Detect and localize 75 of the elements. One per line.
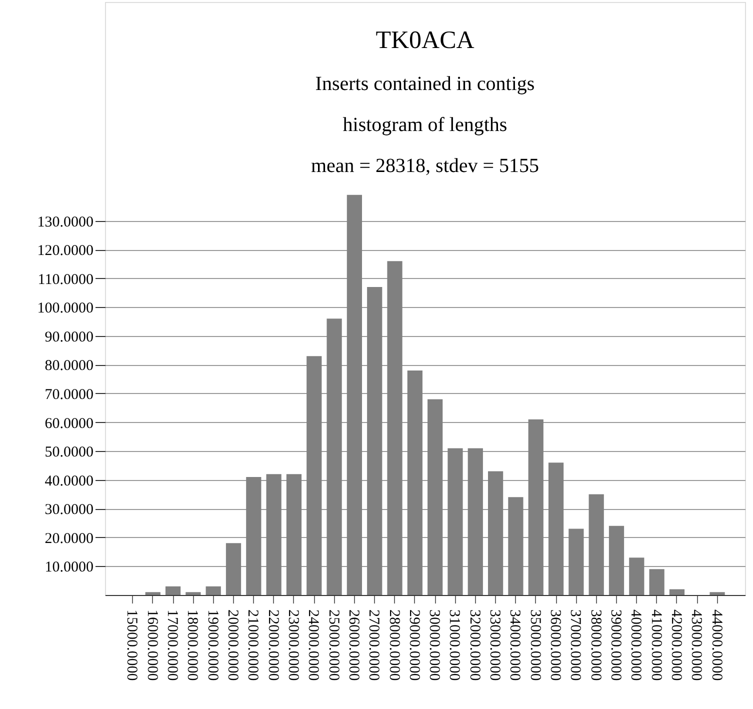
- x-tick-label: 30000.0000: [426, 610, 442, 681]
- bar: [448, 448, 463, 595]
- bar: [367, 286, 382, 595]
- bar: [528, 419, 544, 595]
- x-tick-label: 38000.0000: [587, 610, 604, 681]
- bar: [568, 528, 584, 595]
- x-tick-label: 28000.0000: [386, 610, 402, 681]
- x-tick-label: 35000.0000: [526, 610, 543, 681]
- x-tick-label: 39000.0000: [607, 610, 624, 681]
- bar: [145, 592, 160, 595]
- bar: [407, 370, 422, 595]
- x-tick-label: 43000.0000: [688, 610, 704, 681]
- annotation: histogram of lengths: [342, 114, 508, 136]
- x-tick-label: 27000.0000: [366, 610, 382, 681]
- x-tick-label: 26000.0000: [345, 610, 362, 681]
- x-tick-label: 25000.0000: [325, 610, 342, 681]
- bar: [669, 589, 685, 595]
- x-tick-label: 22000.0000: [264, 610, 281, 681]
- text: TK0ACA: [376, 27, 474, 54]
- x-tick-label: 41000.0000: [648, 610, 664, 681]
- bar: [488, 471, 504, 595]
- x-tick-label: 16000.0000: [144, 610, 160, 681]
- x-tick-label: 20000.0000: [224, 610, 241, 681]
- y-tick-label: 130.0000: [37, 214, 94, 230]
- y-tick-label: 100.0000: [37, 300, 94, 317]
- bar: [286, 474, 302, 595]
- bar: [588, 494, 604, 595]
- x-tick-label: 24000.0000: [305, 610, 322, 681]
- bar: [608, 526, 624, 595]
- y-tick-label: 40.0000: [44, 473, 94, 490]
- y-tick-label: 50.0000: [44, 444, 94, 461]
- bar: [326, 318, 342, 595]
- bar: [548, 462, 564, 595]
- x-tick-label: 33000.0000: [486, 610, 503, 681]
- x-tick-label: 31000.0000: [446, 610, 462, 681]
- text: Inserts contained in contigs: [315, 73, 535, 95]
- x-tick-label: 32000.0000: [466, 610, 482, 681]
- x-tick-label: 42000.0000: [668, 610, 684, 681]
- y-tick-label: 10.0000: [44, 560, 94, 576]
- x-tick-label: 44000.0000: [708, 610, 724, 681]
- bar: [428, 399, 443, 595]
- x-tick-label: 34000.0000: [506, 610, 523, 681]
- x-tick-label: 29000.0000: [406, 610, 422, 681]
- y-tick-label: 80.0000: [44, 358, 94, 374]
- x-tick-label: 19000.0000: [204, 610, 220, 681]
- bar: [649, 569, 664, 595]
- x-tick-label: 36000.0000: [547, 610, 564, 681]
- y-tick-label: 30.0000: [44, 502, 94, 518]
- y-tick-label: 60.0000: [44, 416, 94, 432]
- y-tick-label: 20.0000: [44, 530, 94, 547]
- y-tick-label: 70.0000: [44, 386, 94, 403]
- bar: [629, 558, 644, 595]
- x-tick-label: 40000.0000: [628, 610, 644, 681]
- bar: [206, 586, 221, 595]
- bar: [226, 543, 242, 595]
- y-tick-label: 120.0000: [37, 243, 94, 260]
- bar: [468, 448, 483, 595]
- bar: [710, 592, 725, 595]
- x-tick-label: 23000.0000: [284, 610, 301, 681]
- y-tick-label: 90.0000: [44, 329, 94, 346]
- bar: [165, 586, 181, 595]
- annotation: mean = 28318, stdev = 5155: [310, 155, 540, 177]
- bar: [306, 356, 322, 595]
- bar: [346, 194, 362, 595]
- x-tick-label: 21000.0000: [244, 610, 261, 681]
- y-tick-label: 110.0000: [38, 272, 94, 288]
- x-tick-label: 18000.0000: [184, 610, 200, 681]
- bar: [266, 474, 282, 595]
- bar: [186, 592, 201, 595]
- x-tick-label: 17000.0000: [164, 610, 180, 681]
- x-tick-label: 15000.0000: [124, 610, 140, 681]
- x-tick-label: 37000.0000: [567, 610, 584, 681]
- bar: [508, 497, 524, 595]
- bar: [387, 261, 402, 595]
- bar: [246, 476, 262, 595]
